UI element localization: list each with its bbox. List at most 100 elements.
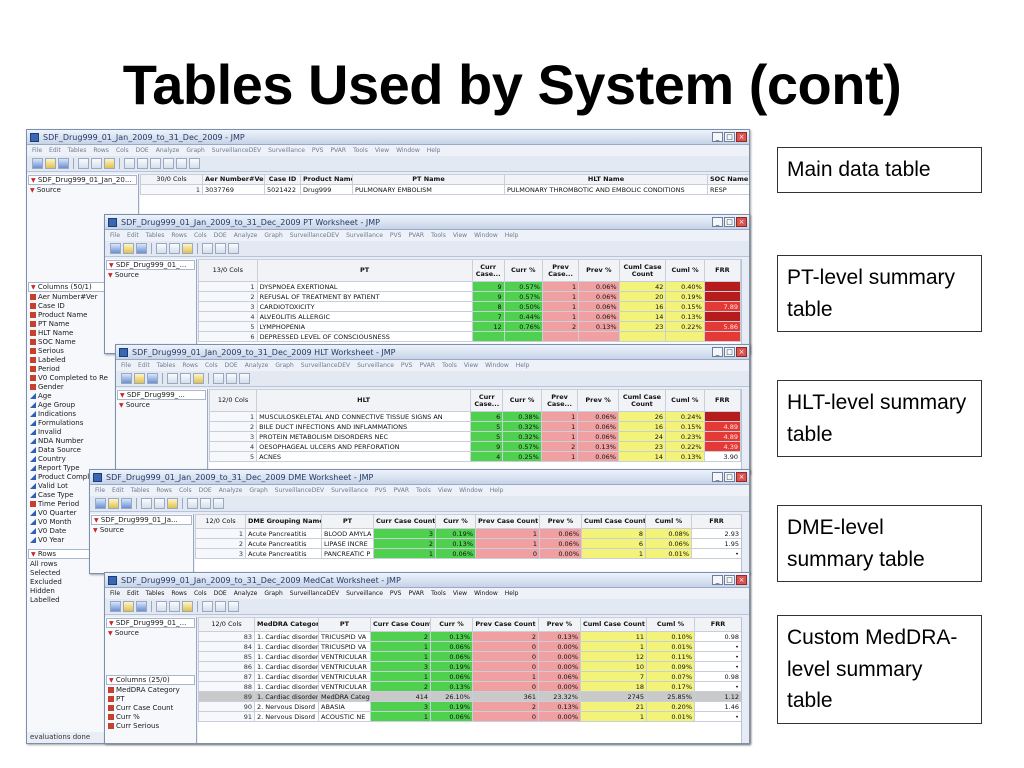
open-folder-icon[interactable] bbox=[108, 498, 119, 509]
menu-graph[interactable]: Graph bbox=[186, 147, 205, 154]
minimize-button[interactable]: _ bbox=[712, 217, 723, 227]
col-header-curr-pct[interactable]: Curr % bbox=[502, 389, 542, 412]
open-folder-icon[interactable] bbox=[123, 243, 134, 254]
menu-pvar[interactable]: PVAR bbox=[408, 232, 425, 239]
new-table-icon[interactable] bbox=[32, 158, 43, 169]
menu-rows[interactable]: Rows bbox=[93, 147, 109, 154]
column-list-item[interactable]: Indications bbox=[27, 410, 138, 419]
col-header-pt[interactable]: PT bbox=[256, 259, 473, 282]
column-list-item[interactable]: Curr Case Count bbox=[105, 704, 196, 713]
column-list-item[interactable]: V0 Month bbox=[27, 518, 138, 527]
menu-doe[interactable]: DOE bbox=[198, 487, 212, 494]
close-button[interactable]: × bbox=[736, 472, 747, 482]
graph-builder-icon[interactable] bbox=[228, 243, 239, 254]
new-table-icon[interactable] bbox=[121, 373, 132, 384]
dme-vertical-scrollbar[interactable] bbox=[741, 514, 749, 573]
menu-cols[interactable]: Cols bbox=[115, 147, 129, 154]
menu-view[interactable]: View bbox=[437, 487, 453, 494]
column-list-item[interactable]: Age Group bbox=[27, 401, 138, 410]
column-list-item[interactable]: V0 Year bbox=[27, 536, 138, 545]
cut-icon[interactable] bbox=[78, 158, 89, 169]
menu-pvar[interactable]: PVAR bbox=[408, 590, 425, 597]
paste-icon[interactable] bbox=[167, 498, 178, 509]
menu-tables[interactable]: Tables bbox=[130, 487, 150, 494]
graph-builder-icon[interactable] bbox=[228, 601, 239, 612]
menu-pvar[interactable]: PVAR bbox=[419, 362, 436, 369]
table-row[interactable]: 5 LYMPHOPENIA 12 0.76% 2 0.13% 23 0.22% 5.86 bbox=[198, 321, 742, 332]
column-list-item[interactable]: Labeled bbox=[27, 356, 138, 365]
col-header-prev-case[interactable]: Prev Case Count bbox=[475, 514, 540, 529]
distribution-icon[interactable] bbox=[137, 158, 148, 169]
col-header-prev-pct[interactable]: Prev % bbox=[538, 617, 581, 632]
menu-edit[interactable]: Edit bbox=[127, 590, 139, 597]
column-list-item[interactable]: Age bbox=[27, 392, 138, 401]
hlt-vertical-scrollbar[interactable] bbox=[741, 389, 749, 473]
col-header-cuml-pct[interactable]: Cuml % bbox=[645, 514, 692, 529]
col-header-curr-case[interactable]: Curr Case Count bbox=[373, 514, 436, 529]
table-row[interactable]: 1 MUSCULOSKELETAL AND CONNECTIVE TISSUE S… bbox=[208, 411, 742, 422]
col-header-curr-case[interactable]: Curr Case... bbox=[471, 259, 505, 282]
open-folder-icon[interactable] bbox=[45, 158, 56, 169]
table-row[interactable]: 87 1. Cardiac disorder VENTRICULAR 1 0.06% 1 0… bbox=[198, 671, 742, 682]
col-header-meddra-cat[interactable]: MedDRA Category bbox=[254, 617, 319, 632]
menu-view[interactable]: View bbox=[374, 147, 390, 154]
open-folder-icon[interactable] bbox=[123, 601, 134, 612]
menu-analyze[interactable]: Analyze bbox=[244, 362, 269, 369]
col-header-cuml-pct[interactable]: Cuml % bbox=[646, 617, 695, 632]
save-icon[interactable] bbox=[147, 373, 158, 384]
menu-cols[interactable]: Cols bbox=[204, 362, 218, 369]
menu-surveillancedev[interactable]: SurveillanceDEV bbox=[300, 362, 351, 369]
table-row[interactable]: 2 REFUSAL OF TREATMENT BY PATIENT 9 0.57% 1 0… bbox=[198, 291, 742, 302]
menu-pvar[interactable]: PVAR bbox=[330, 147, 347, 154]
cut-icon[interactable] bbox=[167, 373, 178, 384]
graph-builder-icon[interactable] bbox=[239, 373, 250, 384]
graph-builder-icon[interactable] bbox=[176, 158, 187, 169]
col-header-pt[interactable]: PT Name bbox=[352, 174, 505, 185]
column-list-item[interactable]: PT Name bbox=[27, 320, 138, 329]
col-header-cuml-case[interactable]: Cuml Case Count bbox=[581, 514, 646, 529]
col-header-hlt[interactable]: HLT Name bbox=[504, 174, 708, 185]
hlt-table-name[interactable]: ▼ SDF_Drug999_... bbox=[117, 390, 206, 400]
paste-icon[interactable] bbox=[182, 243, 193, 254]
copy-icon[interactable] bbox=[169, 601, 180, 612]
menu-analyze[interactable]: Analyze bbox=[155, 147, 180, 154]
menu-surveillance[interactable]: Surveillance bbox=[357, 362, 394, 369]
column-list-item[interactable]: PT bbox=[105, 695, 196, 704]
col-header-soc[interactable]: SOC Name bbox=[707, 174, 749, 185]
copy-icon[interactable] bbox=[180, 373, 191, 384]
close-button[interactable]: × bbox=[736, 132, 747, 142]
menu-pvar[interactable]: PVAR bbox=[393, 487, 410, 494]
medcat-table-name[interactable]: ▼ SDF_Drug999_01_... bbox=[106, 618, 195, 628]
dme-table-name[interactable]: ▼ SDF_Drug999_01_Ja... bbox=[91, 515, 192, 525]
col-header-product[interactable]: Product Name bbox=[300, 174, 353, 185]
menu-surveillancedev[interactable]: SurveillanceDEV bbox=[289, 590, 340, 597]
new-table-icon[interactable] bbox=[110, 601, 121, 612]
menu-graph[interactable]: Graph bbox=[264, 590, 283, 597]
table-row[interactable]: 90 2. Nervous Disord ABASIA 3 0.19% 2 0.13% 21 0… bbox=[198, 701, 742, 712]
menu-surveillancedev[interactable]: SurveillanceDEV bbox=[289, 232, 340, 239]
column-list-item[interactable]: Serious bbox=[27, 347, 138, 356]
menu-tools[interactable]: Tools bbox=[431, 232, 446, 239]
column-list-item[interactable]: NDA Number bbox=[27, 437, 138, 446]
distribution-icon[interactable] bbox=[202, 601, 213, 612]
col-header-prev-case[interactable]: Prev Case Count bbox=[472, 617, 539, 632]
menu-edit[interactable]: Edit bbox=[127, 232, 139, 239]
close-button[interactable]: × bbox=[736, 575, 747, 585]
cut-icon[interactable] bbox=[156, 243, 167, 254]
col-header-caseid[interactable]: Case ID bbox=[264, 174, 301, 185]
cut-icon[interactable] bbox=[141, 498, 152, 509]
table-row[interactable]: 3 Acute Pancreatitis PANCREATIC P 1 0.06% 0 0.… bbox=[195, 548, 742, 559]
minimize-button[interactable]: _ bbox=[712, 472, 723, 482]
menu-file[interactable]: File bbox=[95, 487, 106, 494]
col-header-pt[interactable]: PT bbox=[318, 617, 371, 632]
table-row[interactable]: 1 Acute Pancreatitis BLOOD AMYLA 3 0.19% 1 0.0… bbox=[195, 528, 742, 539]
table-row[interactable]: 4 ALVEOLITIS ALLERGIC 7 0.44% 1 0.06% 14 0.13% bbox=[198, 311, 742, 322]
maximize-button[interactable]: □ bbox=[724, 217, 735, 227]
menu-pvs[interactable]: PVS bbox=[389, 232, 402, 239]
table-row[interactable]: 85 1. Cardiac disorder VENTRICULAR 1 0.06% 0 0… bbox=[198, 651, 742, 662]
source-item[interactable]: ▼ Source bbox=[119, 401, 150, 409]
save-icon[interactable] bbox=[136, 243, 147, 254]
menu-doe[interactable]: DOE bbox=[135, 147, 149, 154]
maximize-button[interactable]: □ bbox=[724, 347, 735, 357]
table-row[interactable]: 2 BILE DUCT INFECTIONS AND INFLAMMATIONS 5… bbox=[208, 421, 742, 432]
